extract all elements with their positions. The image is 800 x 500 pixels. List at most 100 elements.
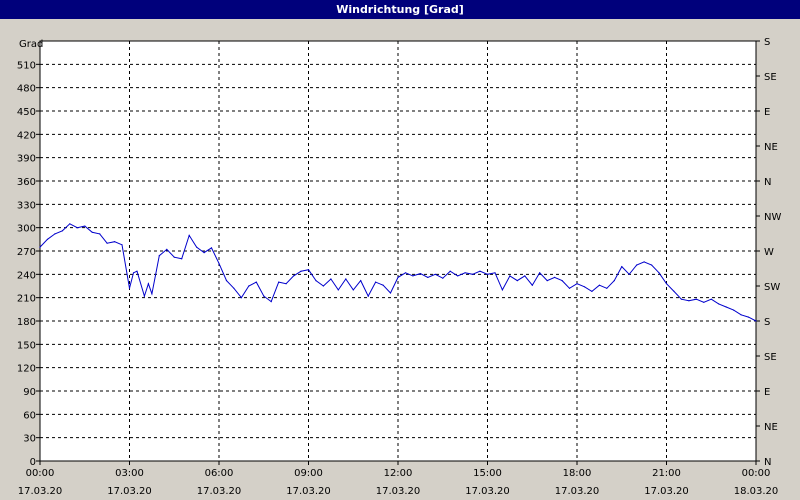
x-tick-time: 00:00 <box>26 468 55 479</box>
y-tick-label: 390 <box>17 154 36 165</box>
data-point <box>658 272 660 274</box>
data-point <box>46 238 49 240</box>
data-point <box>69 223 71 225</box>
data-point <box>397 276 399 278</box>
data-point <box>733 309 735 311</box>
axes: Grad <box>19 39 43 50</box>
y-tick-label: 0 <box>30 457 36 468</box>
data-point <box>494 272 496 274</box>
data-point <box>688 300 690 302</box>
y-tick-label: 60 <box>23 410 36 421</box>
y-tick-label: 450 <box>17 107 36 118</box>
data-point <box>710 298 712 300</box>
x-tick-date: 17.03.20 <box>555 486 600 497</box>
data-point <box>114 241 116 243</box>
x-tick-date: 17.03.20 <box>18 486 63 497</box>
data-point <box>457 275 459 277</box>
y-tick-label: 330 <box>17 200 36 211</box>
data-point <box>225 280 228 282</box>
data-point <box>263 295 265 297</box>
data-point <box>147 283 149 285</box>
data-point <box>188 234 190 236</box>
data-point <box>99 233 101 235</box>
data-point <box>591 290 593 292</box>
y2-tick-label: NE <box>764 422 778 433</box>
y2-tick-label: S <box>764 317 770 328</box>
data-point <box>248 285 250 287</box>
data-point <box>464 272 466 274</box>
data-point <box>539 272 541 274</box>
y-tick-label: 300 <box>17 224 36 235</box>
data-point <box>621 266 623 268</box>
x-tick-time: 15:00 <box>473 468 502 479</box>
y-tick-label: 30 <box>23 434 36 445</box>
data-point <box>516 280 518 282</box>
data-point <box>285 283 287 285</box>
data-point <box>210 247 213 249</box>
data-point <box>651 264 653 266</box>
y2-tick-label: SW <box>764 282 780 293</box>
y2-tick-label: NW <box>764 212 781 223</box>
data-point <box>300 270 302 272</box>
data-point <box>196 246 198 248</box>
data-point <box>352 289 354 291</box>
y-tick-label: 270 <box>17 247 36 258</box>
data-point <box>293 275 295 277</box>
data-point <box>501 289 503 291</box>
data-point <box>643 261 645 263</box>
data-point <box>382 284 384 286</box>
y-tick-label: 510 <box>17 60 36 71</box>
y-tick-label: 180 <box>17 317 36 328</box>
data-point <box>375 281 377 283</box>
tick-labels: 0 30 60 90 120 150 180 210 240 270 300 330 360 390 420… <box>17 37 782 497</box>
y-tick-label: 240 <box>17 270 36 281</box>
data-point <box>181 258 183 260</box>
data-point <box>747 316 750 318</box>
data-point <box>121 244 123 246</box>
y2-tick-label: E <box>764 107 770 118</box>
series <box>39 223 757 322</box>
y-tick-label: 210 <box>17 294 36 305</box>
data-point <box>255 281 257 283</box>
data-point <box>240 297 242 299</box>
data-point <box>434 273 436 275</box>
data-point <box>680 298 683 300</box>
data-point <box>233 287 235 289</box>
data-point <box>636 264 638 266</box>
y-tick-label: 120 <box>17 364 36 375</box>
data-point <box>472 273 474 275</box>
data-point <box>315 280 317 282</box>
y-axis-title: Grad <box>19 39 43 50</box>
data-point <box>106 242 108 244</box>
data-point <box>84 225 86 227</box>
data-point <box>583 286 586 288</box>
x-tick-date: 17.03.20 <box>644 486 689 497</box>
x-tick-date: 17.03.20 <box>107 486 152 497</box>
y2-tick-label: W <box>764 247 774 258</box>
data-point <box>554 276 556 278</box>
data-point <box>703 301 705 303</box>
data-point <box>509 275 511 277</box>
data-point <box>755 320 757 322</box>
grid <box>40 41 756 461</box>
window-title-bar: Windrichtung [Grad] <box>0 0 800 19</box>
data-point <box>307 269 310 271</box>
data-point <box>695 298 697 300</box>
x-tick-time: 12:00 <box>384 468 413 479</box>
data-point <box>158 255 160 257</box>
data-point <box>576 283 578 285</box>
data-point <box>412 275 414 277</box>
x-tick-time: 06:00 <box>205 468 234 479</box>
data-point <box>132 272 135 274</box>
data-point <box>725 306 727 308</box>
x-tick-time: 09:00 <box>294 468 323 479</box>
x-tick-time: 21:00 <box>652 468 681 479</box>
data-point <box>389 292 392 294</box>
y2-tick-label: E <box>764 387 770 398</box>
data-point <box>718 303 720 305</box>
data-point <box>166 248 168 250</box>
data-point <box>173 256 175 258</box>
data-point <box>665 283 668 285</box>
data-point <box>345 278 347 280</box>
data-point <box>322 285 324 287</box>
